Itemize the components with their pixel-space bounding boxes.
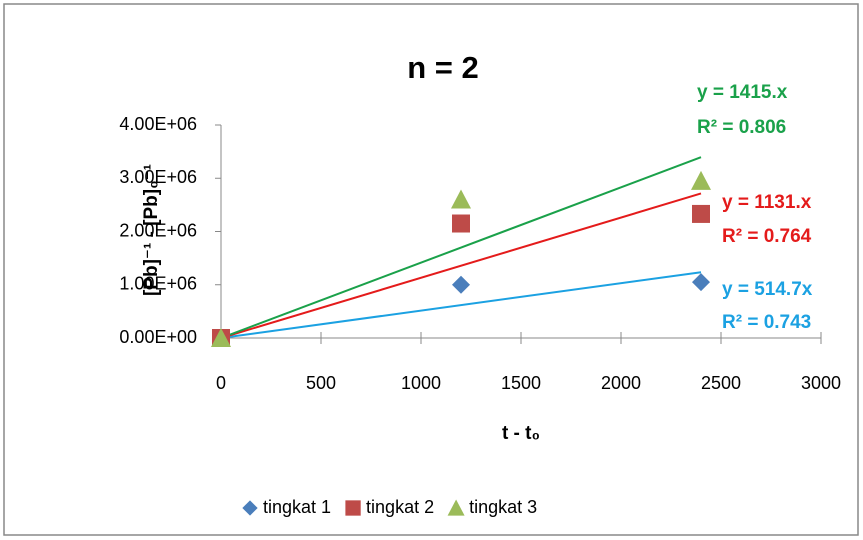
y-tick-label: 3.00E+06 [119, 167, 197, 187]
trendline-equation: y = 1131.x [722, 192, 812, 213]
y-tick-label: 0.00E+00 [119, 327, 197, 347]
legend-label: tingkat 3 [469, 497, 537, 517]
x-tick-label: 2000 [601, 373, 641, 393]
legend-label: tingkat 2 [366, 497, 434, 517]
legend-marker [345, 500, 360, 515]
data-point [692, 205, 710, 223]
x-axis-title: t - t₀ [502, 423, 540, 444]
trendline-r2: R² = 0.764 [722, 226, 812, 247]
chart-title: n = 2 [407, 50, 479, 85]
x-tick-label: 0 [216, 373, 226, 393]
x-tick-label: 1500 [501, 373, 541, 393]
y-tick-label: 2.00E+06 [119, 220, 197, 240]
data-point [452, 215, 470, 233]
x-tick-label: 2500 [701, 373, 741, 393]
y-tick-label: 4.00E+06 [119, 114, 197, 134]
y-tick-label: 1.00E+06 [119, 274, 197, 294]
x-tick-label: 1000 [401, 373, 441, 393]
trendline-r2: R² = 0.806 [697, 117, 786, 138]
trendline-equation: y = 1415.x [697, 82, 788, 103]
x-tick-label: 500 [306, 373, 336, 393]
trendline-equation: y = 514.7x [722, 279, 813, 300]
x-tick-label: 3000 [801, 373, 841, 393]
chart: n = 2 t - t₀ [Pb]⁻¹ - [Pb]₀⁻¹ 0.00E+001.… [0, 0, 863, 540]
trendline-r2: R² = 0.743 [722, 312, 811, 333]
legend-label: tingkat 1 [263, 497, 331, 517]
